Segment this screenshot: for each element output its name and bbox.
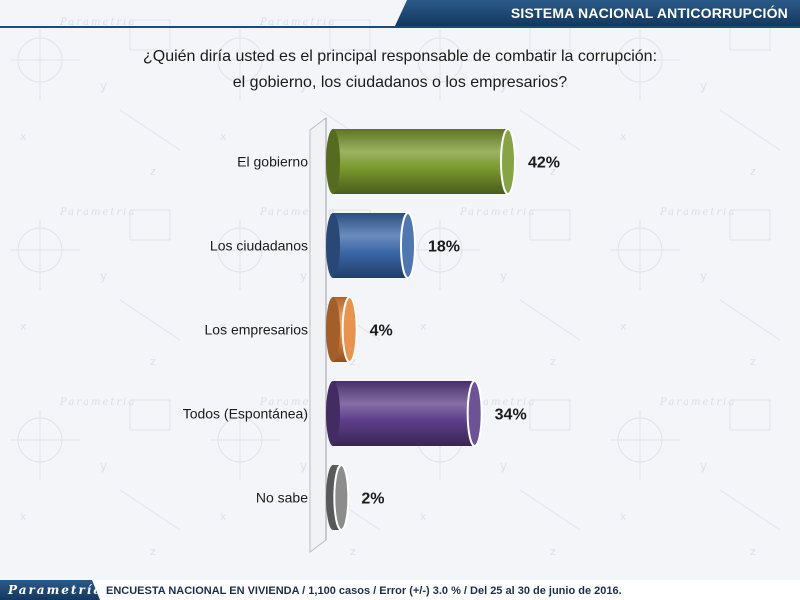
question-line-2: el gobierno, los ciudadanos o los empres…	[232, 74, 568, 91]
header-title: SISTEMA NACIONAL ANTICORRUPCIÓN	[510, 5, 788, 21]
data-label-1: 18%	[428, 239, 460, 256]
data-label-4: 2%	[361, 491, 384, 508]
bar-2-left-cap	[326, 297, 340, 362]
question-line-1: ¿Quién diría usted es el principal respo…	[142, 48, 658, 65]
footer-bar	[0, 580, 800, 600]
data-label-2: 4%	[370, 323, 393, 340]
category-label-2: Los empresarios	[205, 322, 309, 338]
chart-back-wall	[309, 117, 327, 553]
bar-3	[333, 381, 475, 446]
bar-4-end-cap	[333, 464, 350, 531]
category-label-4: No sabe	[256, 490, 308, 506]
bar-0-end-cap	[500, 128, 516, 195]
data-label-0: 42%	[528, 155, 560, 172]
bar-0-left-cap	[326, 129, 340, 194]
data-label-3: 34%	[495, 407, 527, 424]
bar-1-left-cap	[326, 213, 340, 278]
header-divider	[0, 26, 800, 28]
footer-brand: Parametría	[0, 580, 100, 600]
category-label-1: Los ciudadanos	[210, 238, 308, 254]
bar-2-end-cap	[341, 296, 358, 363]
footer-note: ENCUESTA NACIONAL EN VIVIENDA / 1,100 ca…	[106, 585, 622, 597]
category-label-3: Todos (Espontánea)	[183, 406, 308, 422]
header-bar	[395, 0, 800, 26]
bar-3-end-cap	[466, 380, 483, 447]
bar-1	[333, 213, 408, 278]
bar-0	[333, 129, 508, 194]
bar-3-left-cap	[326, 381, 340, 446]
chart-question: ¿Quién diría usted es el principal respo…	[100, 44, 700, 96]
category-label-0: El gobierno	[237, 154, 308, 170]
bar-1-end-cap	[400, 212, 416, 279]
